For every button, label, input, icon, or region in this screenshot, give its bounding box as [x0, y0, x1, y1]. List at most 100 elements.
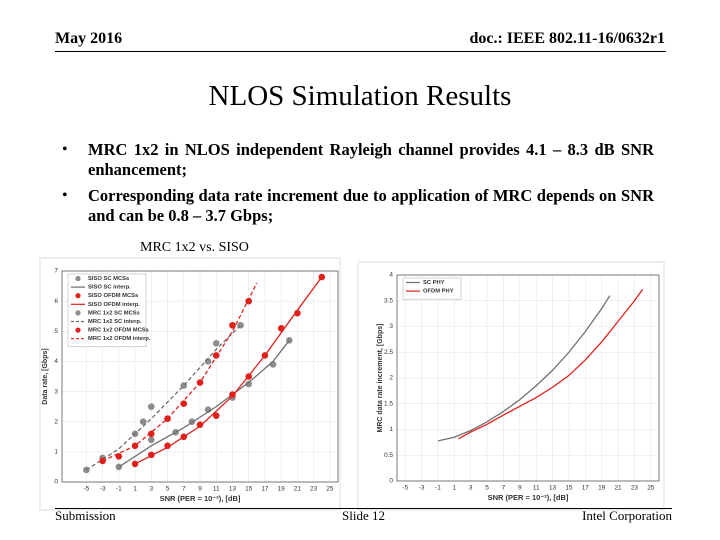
y-tick-label: 3.5 [384, 297, 393, 304]
x-tick-label: -5 [402, 485, 408, 492]
x-tick-label: 3 [149, 486, 153, 493]
series-line [118, 339, 290, 468]
y-tick-label: 1 [54, 449, 58, 456]
chart-frame [357, 261, 665, 511]
data-point [212, 352, 220, 359]
y-tick-label: 5 [54, 328, 58, 335]
plot-frame [61, 270, 339, 483]
bullet-dot: • [62, 141, 68, 158]
y-tick-label: 3 [389, 323, 393, 330]
x-tick-label: 9 [518, 485, 522, 492]
data-point [83, 466, 90, 474]
y-axis-label: MRC data rate increment, [Gbps] [377, 324, 384, 433]
legend-label: SISO SC MCSs [88, 276, 129, 282]
x-tick-label: 21 [614, 485, 622, 492]
x-tick-label: 25 [326, 486, 334, 493]
bullet: Corresponding data rate increment due to… [88, 186, 654, 225]
bullet: MRC 1x2 in NLOS independent Rayleigh cha… [88, 140, 654, 179]
legend-label: MRC 1x2 OFDM interp. [88, 336, 151, 342]
legend-marker [75, 275, 81, 282]
legend-marker [75, 293, 81, 299]
x-tick-label: -3 [419, 485, 425, 492]
y-tick-label: 4 [54, 358, 58, 365]
series-line [134, 276, 323, 465]
x-tick-label: 1 [453, 485, 457, 492]
y-tick-label: 1.5 [384, 400, 393, 407]
footer-right: Intel Corporation [582, 508, 672, 523]
x-axis-label: SNR (PER = 10⁻²), [dB] [160, 494, 241, 503]
y-tick-label: 1 [389, 426, 393, 433]
y-tick-label: 3 [54, 388, 58, 395]
data-point [212, 412, 220, 419]
x-tick-label: 11 [533, 485, 540, 492]
legend-marker [75, 310, 81, 316]
series-line [85, 324, 242, 471]
y-tick-label: 0 [54, 479, 58, 486]
footer-center: Slide 12 [342, 508, 385, 523]
x-tick-label: 7 [182, 486, 186, 493]
x-tick-label: 25 [647, 485, 655, 492]
x-tick-label: 5 [166, 486, 170, 493]
legend-label: SISO SC interp. [88, 285, 131, 291]
x-tick-label: 21 [294, 486, 302, 493]
data-point [245, 380, 253, 388]
data-point [131, 460, 139, 468]
x-tick-label: 9 [198, 486, 202, 493]
footer-rule [55, 508, 672, 509]
x-tick-label: 3 [469, 485, 473, 492]
plot-frame [396, 274, 660, 482]
x-tick-label: 23 [631, 485, 639, 492]
data-point [229, 391, 236, 398]
legend-label: SC PHY [423, 280, 445, 286]
legend-label: OFDM PHY [423, 289, 454, 295]
data-point [147, 436, 155, 444]
figure-caption: MRC 1x2 vs. SISO [140, 240, 249, 255]
data-point [99, 457, 106, 465]
y-tick-label: 4 [389, 272, 393, 279]
series-line [458, 289, 644, 440]
legend-label: MRC 1x2 OFDM MCSs [88, 328, 149, 334]
legend-label: SISO OFDM MCSs [88, 293, 138, 299]
legend-marker [75, 327, 81, 333]
legend-box [67, 273, 147, 348]
x-tick-label: 7 [502, 485, 506, 492]
header-rule [55, 51, 666, 52]
footer-left: Submission [55, 508, 116, 523]
legend-label: SISO OFDM interp. [88, 302, 140, 308]
legend-label: MRC 1x2 SC interp. [88, 319, 142, 325]
header-doc: doc.: IEEE 802.11-16/0632r1 [469, 30, 665, 47]
y-tick-label: 0 [389, 478, 393, 485]
x-tick-label: 19 [598, 485, 606, 492]
series-line [102, 282, 258, 462]
y-tick-label: 7 [54, 268, 58, 275]
data-point [147, 403, 155, 410]
x-tick-label: 13 [549, 485, 557, 492]
y-tick-label: 2 [54, 418, 58, 425]
y-tick-label: 0.5 [384, 452, 393, 459]
x-tick-label: 23 [310, 486, 318, 493]
data-point [245, 297, 253, 305]
x-tick-label: 15 [565, 485, 573, 492]
data-point [212, 340, 220, 347]
slide-title: NLOS Simulation Results [208, 80, 512, 112]
x-tick-label: 17 [582, 485, 590, 492]
x-tick-label: 17 [261, 486, 269, 493]
x-tick-label: -5 [83, 486, 89, 493]
x-tick-label: 15 [245, 486, 253, 493]
x-tick-label: -3 [100, 486, 106, 493]
legend-label: MRC 1x2 SC MCSs [88, 310, 140, 316]
bullet-dot: • [62, 187, 68, 204]
x-axis-label: SNR (PER = 10⁻²), [dB] [488, 493, 569, 502]
x-tick-label: -1 [435, 485, 441, 492]
x-tick-label: 5 [485, 485, 489, 492]
data-point [139, 418, 147, 426]
x-tick-label: 11 [213, 486, 220, 493]
header-date: May 2016 [55, 30, 123, 47]
x-tick-label: 13 [229, 486, 237, 493]
data-point [196, 421, 204, 429]
y-tick-label: 2 [389, 375, 393, 382]
x-tick-label: 19 [278, 486, 286, 493]
series-line [437, 295, 611, 442]
